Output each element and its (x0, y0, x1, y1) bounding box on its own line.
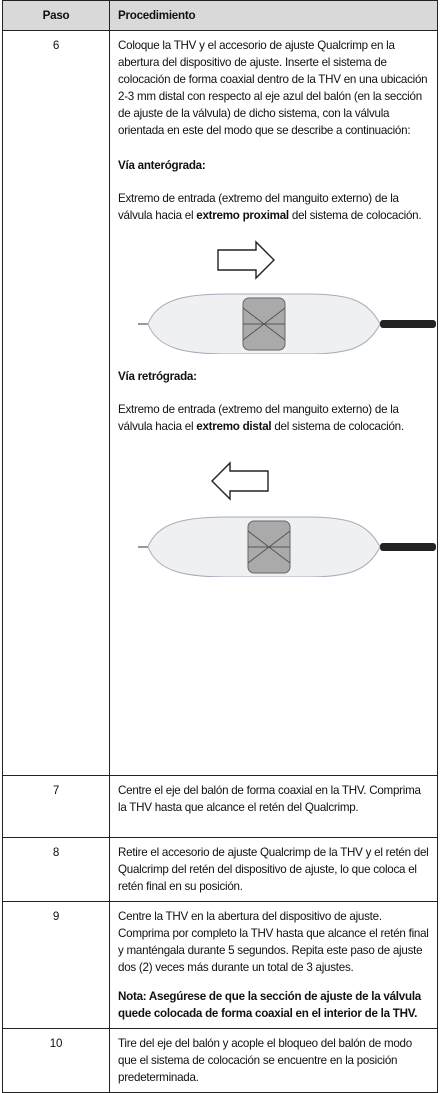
paragraph: Coloque la THV y el accesorio de ajuste … (118, 39, 428, 137)
content-cell: Centre la THV en la abertura del disposi… (109, 901, 438, 1029)
paragraph: Tire del eje del balón y acople el bloqu… (118, 1037, 412, 1084)
step-cell: 10 (2, 1028, 110, 1093)
paragraph: Retire el accesorio de ajuste Qualcrimp … (118, 846, 429, 893)
text: Extremo de entrada (extremo del manguito… (118, 192, 399, 222)
paragraph: Extremo de entrada (extremo del manguito… (118, 401, 429, 435)
subheading: Vía retrógrada: (118, 370, 197, 383)
paragraph: Centre la THV en la abertura del disposi… (118, 910, 429, 974)
row: 9 Centre la THV en la abertura del dispo… (2, 901, 438, 1029)
header-row: Paso Procedimiento (2, 0, 438, 31)
content-cell: Tire del eje del balón y acople el bloqu… (109, 1028, 438, 1093)
bold-text: extremo distal (196, 420, 272, 433)
text: del sistema de colocación. (288, 209, 422, 222)
row: 8 Retire el accesorio de ajuste Qualcrim… (2, 837, 438, 902)
step-cell: 8 (2, 837, 110, 902)
content-cell: Coloque la THV y el accesorio de ajuste … (109, 30, 438, 776)
step-cell: 9 (2, 901, 110, 1029)
text: del sistema de colocación. (271, 420, 404, 433)
paragraph: Centre el eje del balón de forma coaxial… (118, 784, 421, 814)
header-cell: Procedimiento (109, 0, 438, 31)
row: 6 Coloque la THV y el accesorio de ajust… (2, 30, 438, 776)
subheading: Vía anterógrada: (118, 159, 206, 172)
bold-text: extremo proximal (196, 209, 289, 222)
note: Nota: Asegúrese de que la sección de aju… (118, 990, 421, 1020)
header-cell: Paso (2, 0, 110, 31)
text: Extremo de entrada (extremo del manguito… (118, 403, 399, 433)
step-cell: 6 (2, 30, 110, 776)
paragraph: Extremo de entrada (extremo del manguito… (118, 190, 429, 224)
step-cell: 7 (2, 775, 110, 838)
illustration-retrograde (138, 461, 436, 577)
content-cell: Retire el accesorio de ajuste Qualcrimp … (109, 837, 438, 902)
content-cell: Centre el eje del balón de forma coaxial… (109, 775, 438, 838)
illustration-antegrade (138, 240, 436, 354)
row: 10 Tire del eje del balón y acople el bl… (2, 1028, 438, 1093)
row: 7 Centre el eje del balón de forma coaxi… (2, 775, 438, 838)
